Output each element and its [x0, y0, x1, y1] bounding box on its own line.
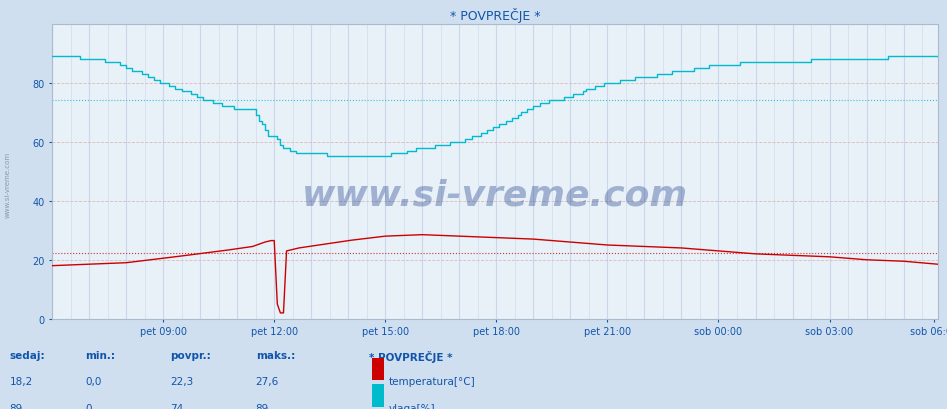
Title: * POVPREČJE *: * POVPREČJE *: [450, 9, 540, 23]
Text: min.:: min.:: [85, 350, 116, 360]
Text: maks.:: maks.:: [256, 350, 295, 360]
Text: 18,2: 18,2: [9, 376, 33, 386]
Text: 0: 0: [85, 403, 92, 409]
Text: sedaj:: sedaj:: [9, 350, 45, 360]
Text: 89: 89: [9, 403, 23, 409]
Text: temperatura[°C]: temperatura[°C]: [388, 376, 475, 386]
Text: www.si-vreme.com: www.si-vreme.com: [5, 151, 10, 217]
Text: 74: 74: [170, 403, 184, 409]
Text: * POVPREČJE *: * POVPREČJE *: [369, 350, 453, 362]
Text: povpr.:: povpr.:: [170, 350, 211, 360]
Text: www.si-vreme.com: www.si-vreme.com: [302, 178, 688, 212]
Text: 22,3: 22,3: [170, 376, 194, 386]
Text: 27,6: 27,6: [256, 376, 279, 386]
Text: 0,0: 0,0: [85, 376, 101, 386]
Text: 89: 89: [256, 403, 269, 409]
Text: vlaga[%]: vlaga[%]: [388, 403, 435, 409]
